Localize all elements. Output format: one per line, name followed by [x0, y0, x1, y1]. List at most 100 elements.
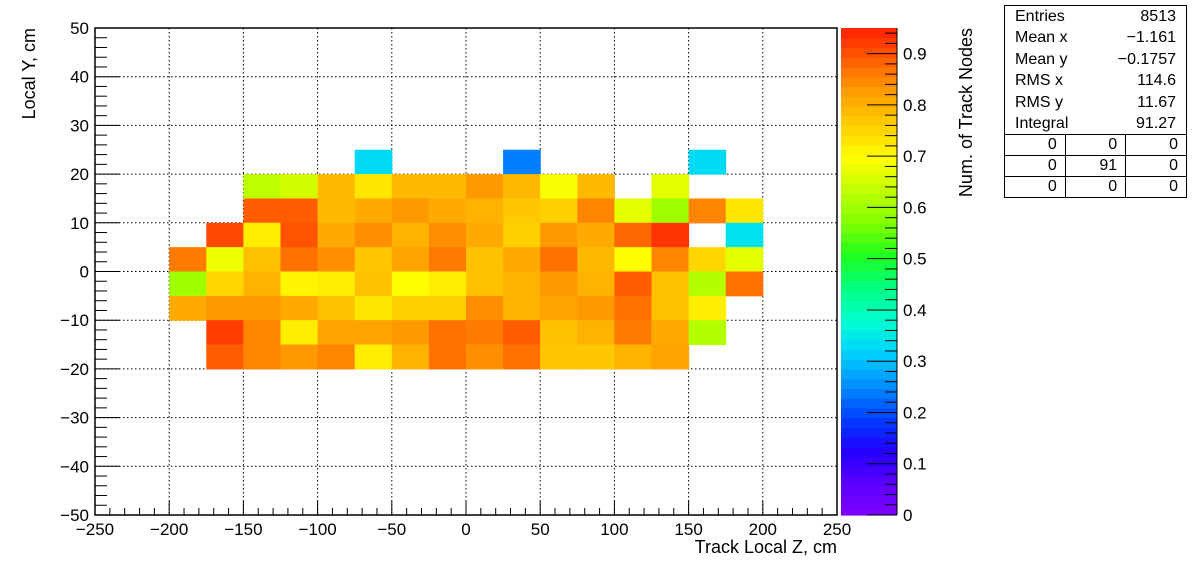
palette-band: [841, 164, 897, 175]
statistics-rows: Entries 8513 Mean x −1.161 Mean y −0.1757 RMS …: [1005, 6, 1186, 134]
palette-band: [841, 495, 897, 506]
heatmap-cell: [206, 344, 244, 370]
heatmap-cell: [466, 222, 504, 248]
heatmap-cell: [391, 295, 430, 321]
heatmap-cell: [169, 271, 207, 297]
heatmap-cell: [651, 271, 690, 297]
stat-grid-cell: 0: [1005, 134, 1066, 157]
heatmap-cell: [280, 295, 319, 321]
heatmap-cell: [280, 174, 319, 199]
heatmap-cell: [688, 271, 727, 297]
palette-band: [841, 437, 897, 448]
heatmap-cell: [688, 295, 727, 321]
palette-band: [841, 222, 897, 234]
heatmap-cell: [540, 295, 578, 321]
palette-band: [841, 96, 897, 107]
palette-band: [841, 232, 897, 243]
heatmap-cell: [503, 174, 541, 199]
heatmap-cell: [317, 198, 356, 224]
stat-grid-cell: 0: [1125, 134, 1186, 157]
heatmap-cell: [614, 247, 652, 272]
heatmap-cell: [428, 247, 467, 272]
heatmap-cell: [354, 174, 393, 199]
heatmap-cell: [577, 271, 615, 297]
heatmap-cell: [206, 222, 244, 248]
palette-band: [841, 144, 897, 156]
cells-layer: [169, 149, 764, 370]
statistics-grid: 0 0 0 0 91 0 0 0 0: [1005, 134, 1186, 198]
y-tick-label: 40: [70, 68, 89, 87]
heatmap-cell: [503, 344, 541, 370]
grid-layer: [95, 28, 837, 515]
heatmap-cell: [540, 174, 578, 199]
stat-value: 11.67: [1137, 93, 1176, 111]
x-axis-title: Track Local Z, cm: [695, 537, 837, 557]
heatmap-cell: [503, 271, 541, 297]
heatmap-cell: [540, 247, 578, 272]
palette-band: [841, 57, 897, 68]
heatmap-cell: [391, 320, 430, 346]
y-axis-title: Local Y, cm: [19, 28, 39, 119]
palette-band: [841, 47, 897, 58]
palette-band: [841, 476, 897, 487]
heatmap-cell: [428, 320, 467, 346]
heatmap-cell: [428, 295, 467, 321]
heatmap-cell: [206, 271, 244, 297]
palette-band: [841, 105, 897, 117]
palette-band: [841, 466, 897, 477]
heatmap-cell: [651, 222, 690, 248]
heatmap-cell: [243, 174, 281, 199]
palette-band: [841, 290, 897, 302]
palette-band: [841, 398, 897, 409]
palette-band: [841, 135, 897, 146]
heatmap-cell: [243, 198, 281, 224]
heatmap-cell: [354, 271, 393, 297]
x-tick-label: 250: [823, 520, 851, 539]
heatmap-cell: [466, 198, 504, 224]
palette-band: [841, 261, 897, 273]
x-tick-label: 0: [461, 520, 470, 539]
x-tick-label: 100: [600, 520, 628, 539]
heatmap-cell: [466, 174, 504, 199]
heatmap-cell: [391, 198, 430, 224]
heatmap-cell: [354, 247, 393, 272]
heatmap-cell: [428, 271, 467, 297]
y-tick-label: 0: [80, 263, 89, 282]
z-tick-label: 0.2: [903, 403, 927, 422]
palette-band: [841, 174, 897, 185]
z-tick-label: 0.6: [903, 198, 927, 217]
x-tick-label: −250: [76, 520, 114, 539]
z-tick-label: 0: [903, 506, 912, 525]
y-tick-label: −20: [60, 360, 89, 379]
palette-band: [841, 300, 897, 312]
heatmap-cell: [428, 174, 467, 199]
stat-label: Mean x: [1015, 29, 1068, 47]
palette-band: [841, 359, 897, 370]
heatmap-cell: [466, 247, 504, 272]
heatmap-cell: [243, 344, 281, 370]
heatmap-cell: [651, 295, 690, 321]
heatmap-cell: [577, 320, 615, 346]
heatmap-cell: [354, 344, 393, 370]
palette-band: [841, 417, 897, 428]
stat-grid-row: 0 91 0: [1005, 155, 1186, 178]
palette-band: [841, 271, 897, 282]
palette-band: [841, 378, 897, 389]
heatmap-cell: [391, 344, 430, 370]
heatmap-cell: [503, 198, 541, 224]
y-tick-label: 30: [70, 116, 89, 135]
stat-value: −1.161: [1126, 29, 1176, 47]
heatmap-cell: [540, 198, 578, 224]
heatmap-cell: [688, 198, 727, 224]
heatmap-cell: [503, 149, 541, 175]
y-tick-label: 10: [70, 214, 89, 233]
stat-row: Entries 8513: [1005, 6, 1186, 27]
palette-band: [841, 125, 897, 136]
heatmap-cell: [169, 247, 207, 272]
palette-band: [841, 203, 897, 214]
heatmap-cell: [169, 295, 207, 321]
palette-band: [841, 310, 897, 321]
palette-band: [841, 252, 897, 263]
heatmap-cell: [317, 344, 356, 370]
heatmap-cell: [243, 247, 281, 272]
